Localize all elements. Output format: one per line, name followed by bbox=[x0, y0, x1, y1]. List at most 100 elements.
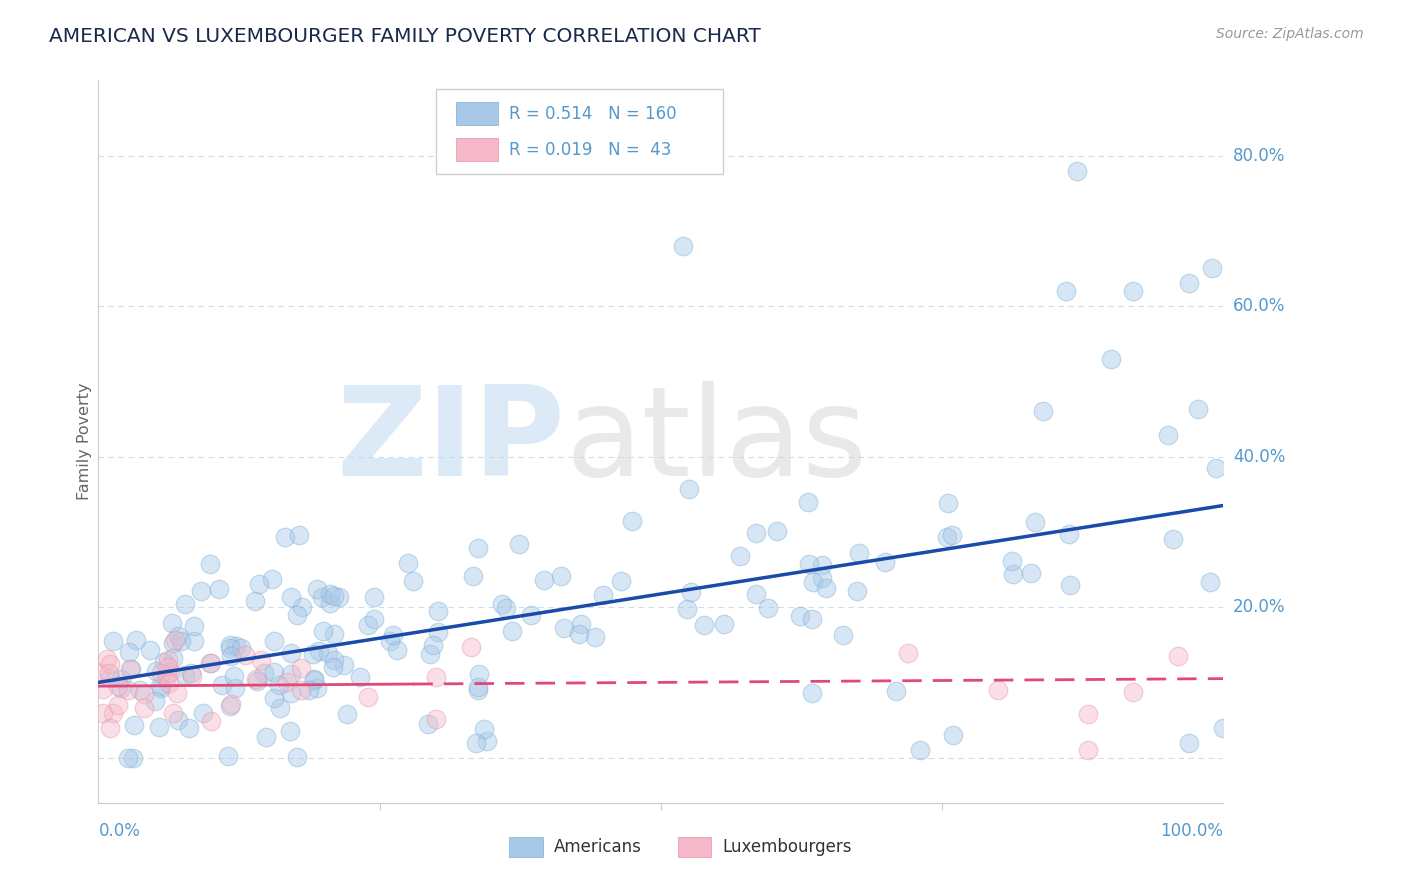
Point bbox=[103, 634, 125, 648]
Point bbox=[183, 618, 205, 632]
Point bbox=[592, 588, 614, 602]
Point bbox=[349, 670, 371, 684]
Point bbox=[679, 584, 702, 599]
Point bbox=[475, 734, 498, 748]
Point bbox=[363, 591, 385, 605]
Point bbox=[163, 632, 186, 647]
Text: Americans: Americans bbox=[554, 838, 643, 855]
Point bbox=[311, 590, 333, 604]
Point bbox=[425, 670, 447, 684]
Point bbox=[162, 706, 184, 720]
Text: 20.0%: 20.0% bbox=[1233, 599, 1285, 616]
Point bbox=[323, 627, 346, 641]
Point bbox=[262, 572, 284, 586]
Point bbox=[302, 673, 325, 688]
Point bbox=[380, 633, 402, 648]
Point bbox=[797, 495, 820, 509]
Point bbox=[145, 665, 167, 679]
Point bbox=[672, 239, 695, 253]
Bar bbox=[456, 138, 498, 161]
Point bbox=[152, 656, 174, 670]
Point bbox=[569, 616, 592, 631]
Point bbox=[148, 679, 170, 693]
Point bbox=[316, 646, 339, 660]
Point bbox=[678, 483, 700, 497]
Point bbox=[1001, 554, 1024, 568]
Point bbox=[1077, 707, 1099, 722]
Point bbox=[987, 682, 1010, 697]
Point bbox=[200, 656, 222, 670]
Point bbox=[110, 681, 132, 695]
Point bbox=[396, 556, 419, 570]
Point bbox=[233, 648, 256, 663]
Point bbox=[422, 639, 444, 653]
Point bbox=[263, 665, 285, 680]
Point bbox=[267, 678, 290, 692]
Point bbox=[156, 660, 179, 674]
Point bbox=[1059, 578, 1081, 592]
Point bbox=[848, 545, 870, 559]
Point bbox=[908, 743, 931, 757]
Point bbox=[801, 574, 824, 589]
Point bbox=[884, 684, 907, 698]
Point bbox=[1187, 402, 1209, 417]
Point bbox=[533, 574, 555, 588]
Point bbox=[155, 666, 177, 681]
Point bbox=[280, 686, 302, 700]
Point bbox=[117, 682, 139, 697]
Point bbox=[290, 683, 312, 698]
Text: 100.0%: 100.0% bbox=[1160, 822, 1223, 839]
Point bbox=[941, 527, 963, 541]
Point bbox=[1212, 721, 1234, 735]
Point bbox=[425, 712, 447, 726]
Y-axis label: Family Poverty: Family Poverty bbox=[77, 383, 91, 500]
Point bbox=[1156, 428, 1178, 442]
Point bbox=[308, 644, 330, 658]
Point bbox=[247, 577, 270, 591]
Bar bbox=[456, 102, 498, 125]
Point bbox=[246, 673, 269, 688]
Point bbox=[583, 630, 606, 644]
Text: 40.0%: 40.0% bbox=[1233, 448, 1285, 466]
Point bbox=[169, 634, 191, 648]
Point bbox=[621, 514, 644, 528]
Point bbox=[280, 646, 302, 660]
Point bbox=[1205, 460, 1227, 475]
Point bbox=[1054, 284, 1077, 298]
Text: atlas: atlas bbox=[565, 381, 868, 502]
Point bbox=[100, 657, 122, 671]
Point bbox=[1178, 735, 1201, 749]
Point bbox=[1057, 527, 1080, 541]
Text: ZIP: ZIP bbox=[336, 381, 565, 502]
Point bbox=[936, 496, 959, 510]
Point bbox=[280, 667, 302, 681]
Text: Luxembourgers: Luxembourgers bbox=[723, 838, 852, 855]
Point bbox=[936, 530, 959, 544]
Point bbox=[143, 694, 166, 708]
Point bbox=[519, 607, 541, 622]
Point bbox=[1077, 743, 1099, 757]
Point bbox=[744, 526, 766, 541]
Point bbox=[150, 665, 173, 680]
Text: 60.0%: 60.0% bbox=[1233, 297, 1285, 315]
Point bbox=[139, 643, 162, 657]
Point bbox=[219, 638, 242, 652]
Bar bbox=[678, 837, 711, 857]
Point bbox=[200, 714, 222, 728]
Point bbox=[468, 667, 491, 681]
Point bbox=[180, 666, 202, 681]
Text: AMERICAN VS LUXEMBOURGER FAMILY POVERTY CORRELATION CHART: AMERICAN VS LUXEMBOURGER FAMILY POVERTY … bbox=[49, 27, 761, 45]
Point bbox=[207, 582, 229, 597]
Point bbox=[219, 698, 242, 712]
Point bbox=[129, 682, 152, 697]
Point bbox=[190, 583, 212, 598]
Point bbox=[322, 653, 344, 667]
Point bbox=[263, 634, 285, 648]
Point bbox=[157, 675, 180, 690]
Point bbox=[1019, 566, 1042, 580]
Point bbox=[385, 643, 408, 657]
Point bbox=[98, 721, 121, 735]
FancyBboxPatch shape bbox=[436, 89, 723, 174]
Point bbox=[218, 641, 240, 656]
Point bbox=[467, 682, 489, 697]
